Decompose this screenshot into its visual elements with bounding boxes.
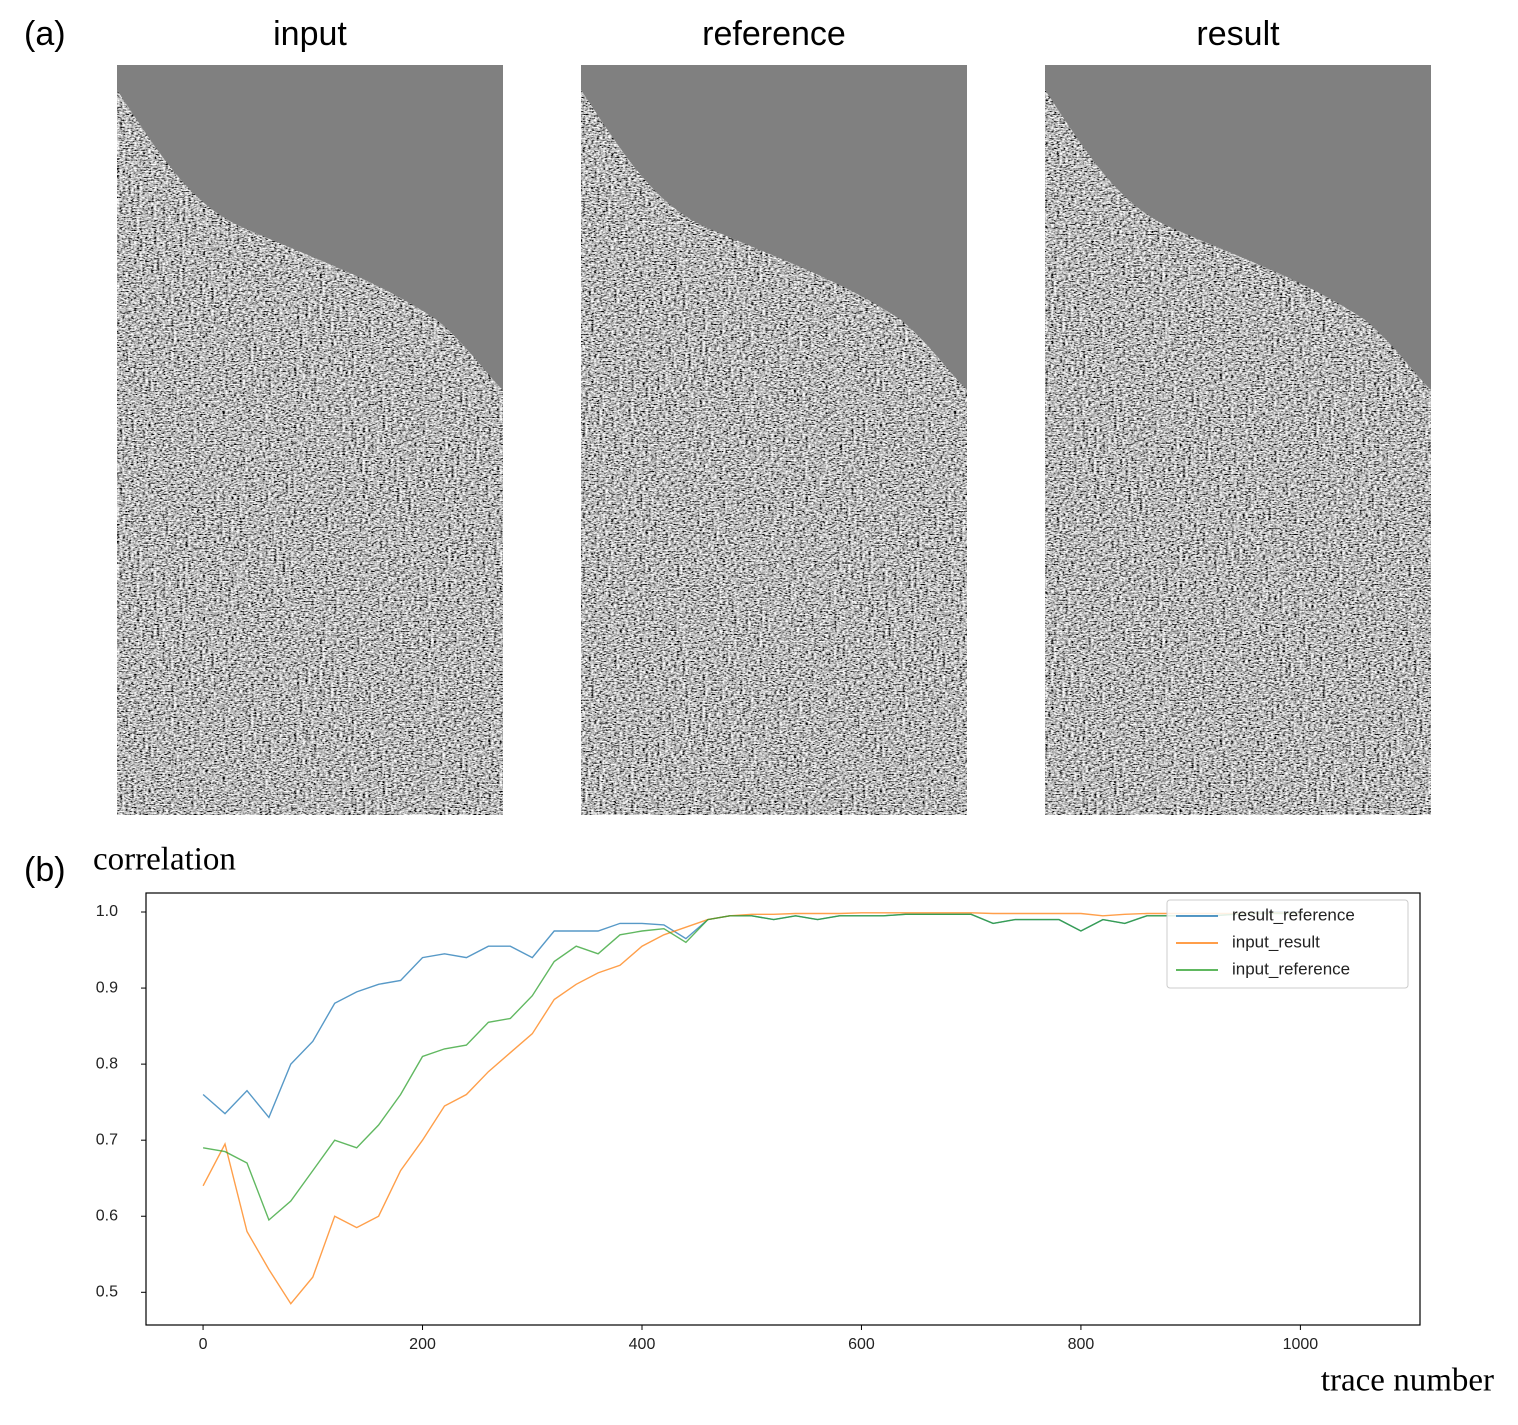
panel-label: (a)	[24, 15, 66, 53]
panel-label: (b)	[24, 851, 66, 889]
x-tick-label: 0	[199, 1336, 208, 1353]
image-title: result	[1196, 15, 1280, 53]
series-line	[202, 912, 1301, 1305]
image-title: reference	[702, 15, 846, 53]
y-tick-label: 0.7	[96, 1131, 118, 1148]
mute-zone	[581, 65, 967, 390]
image-title: input	[273, 15, 347, 53]
x-tick-label: 600	[848, 1336, 875, 1353]
mute-zone	[117, 65, 503, 390]
y-tick-label: 0.6	[96, 1207, 118, 1224]
y-tick-label: 1.0	[96, 903, 118, 920]
line-chart: 0.5 0.6 0.7 0.8 0.9 1.0 0 200 400 600 800 1000 corre…	[93, 842, 1494, 1399]
x-tick-label: 200	[409, 1336, 436, 1353]
y-tick-label: 0.9	[96, 979, 118, 996]
x-axis-label: trace number	[1321, 1363, 1494, 1399]
plot-area	[145, 892, 1421, 1326]
legend-label: result_reference	[1232, 905, 1355, 924]
y-tick-label: 0.8	[96, 1055, 118, 1072]
series-line	[202, 911, 1301, 1119]
x-tick-label: 800	[1068, 1336, 1095, 1353]
x-tick-label: 400	[629, 1336, 656, 1353]
mute-zone	[1045, 65, 1431, 390]
image-panels: input reference result	[117, 15, 1431, 815]
y-axis-label: correlation	[93, 842, 236, 878]
y-tick-label: 0.5	[96, 1284, 118, 1301]
x-tick-label: 1000	[1283, 1336, 1319, 1353]
legend-box	[1166, 899, 1409, 989]
legend-label: input_result	[1232, 932, 1320, 951]
series-line	[202, 912, 1301, 1222]
legend-label: input_reference	[1232, 959, 1350, 978]
